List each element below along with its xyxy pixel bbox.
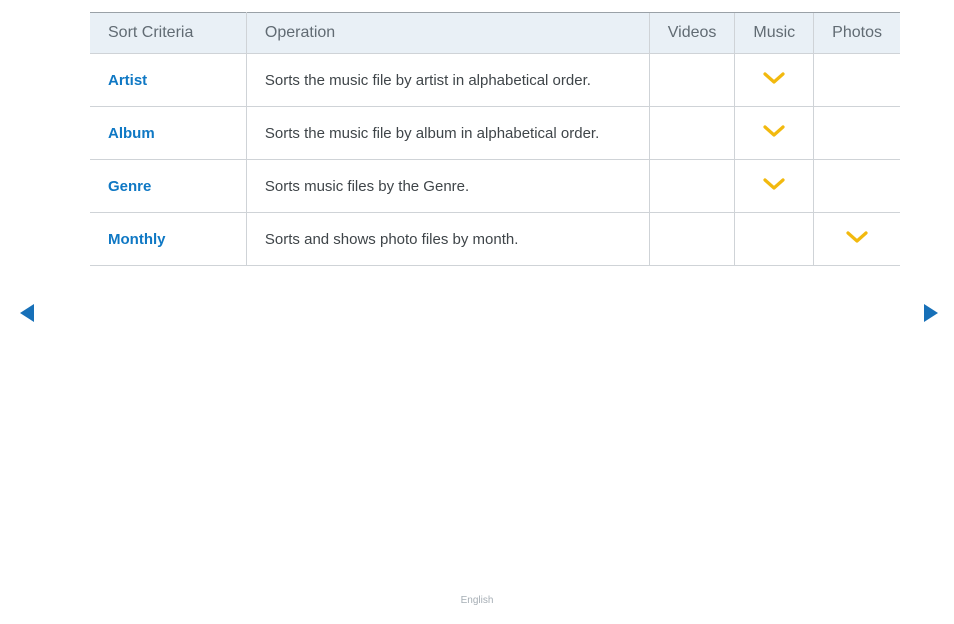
- criteria-link[interactable]: Album: [90, 107, 246, 160]
- criteria-link[interactable]: Monthly: [90, 213, 246, 266]
- criteria-link[interactable]: Genre: [90, 160, 246, 213]
- triangle-left-icon: [18, 302, 36, 324]
- prev-page-button[interactable]: [18, 302, 36, 324]
- check-icon: [846, 230, 868, 244]
- header-videos: Videos: [649, 13, 735, 54]
- videos-cell: [649, 54, 735, 107]
- videos-cell: [649, 107, 735, 160]
- header-music: Music: [735, 13, 814, 54]
- music-cell: [735, 107, 814, 160]
- table-row: AlbumSorts the music file by album in al…: [90, 107, 900, 160]
- table-row: GenreSorts music files by the Genre.: [90, 160, 900, 213]
- table-header-row: Sort Criteria Operation Videos Music Pho…: [90, 13, 900, 54]
- check-icon: [763, 177, 785, 191]
- header-photos: Photos: [814, 13, 900, 54]
- operation-text: Sorts and shows photo files by month.: [246, 213, 649, 266]
- photos-cell: [814, 160, 900, 213]
- photos-cell: [814, 213, 900, 266]
- footer-language: English: [0, 595, 954, 606]
- sort-criteria-table: Sort Criteria Operation Videos Music Pho…: [90, 12, 900, 266]
- header-operation: Operation: [246, 13, 649, 54]
- table-row: ArtistSorts the music file by artist in …: [90, 54, 900, 107]
- table-row: MonthlySorts and shows photo files by mo…: [90, 213, 900, 266]
- check-icon: [763, 71, 785, 85]
- music-cell: [735, 160, 814, 213]
- operation-text: Sorts music files by the Genre.: [246, 160, 649, 213]
- page: Sort Criteria Operation Videos Music Pho…: [0, 0, 954, 624]
- check-icon: [763, 124, 785, 138]
- criteria-link[interactable]: Artist: [90, 54, 246, 107]
- next-page-button[interactable]: [922, 302, 940, 324]
- music-cell: [735, 213, 814, 266]
- photos-cell: [814, 107, 900, 160]
- photos-cell: [814, 54, 900, 107]
- triangle-right-icon: [922, 302, 940, 324]
- videos-cell: [649, 213, 735, 266]
- videos-cell: [649, 160, 735, 213]
- sort-criteria-table-wrap: Sort Criteria Operation Videos Music Pho…: [90, 12, 900, 266]
- music-cell: [735, 54, 814, 107]
- table-body: ArtistSorts the music file by artist in …: [90, 54, 900, 266]
- header-sort-criteria: Sort Criteria: [90, 13, 246, 54]
- operation-text: Sorts the music file by album in alphabe…: [246, 107, 649, 160]
- operation-text: Sorts the music file by artist in alphab…: [246, 54, 649, 107]
